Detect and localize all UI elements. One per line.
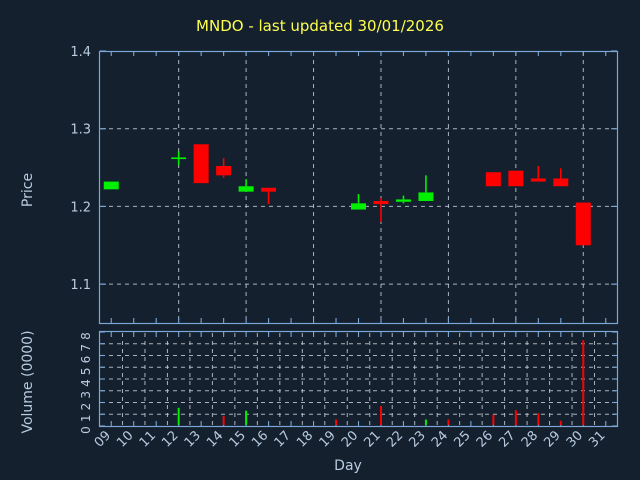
candlestick <box>530 166 546 182</box>
volume-tick-marks <box>100 331 617 427</box>
volume-gridlines <box>101 333 616 425</box>
price-tick-labels: 1.1 1.2 1.3 1.4 <box>70 45 91 293</box>
x-axis-label: Day <box>334 458 362 474</box>
volume-tick-label: 0 <box>79 426 93 434</box>
candlestick <box>103 181 119 190</box>
volume-series <box>177 340 585 425</box>
volume-tick-label: 1 <box>79 414 93 422</box>
candlestick <box>261 187 277 205</box>
volume-tick-label: 6 <box>79 356 93 364</box>
candlestick <box>508 170 524 187</box>
volume-plot-frame <box>98 330 619 428</box>
price-tick-label: 1.2 <box>70 200 91 215</box>
candlestick <box>351 193 366 210</box>
x-tick-labels: 09 10 11 12 13 14 15 16 17 18 19 20 21 22 23 24 25 26 27 28… <box>92 428 609 450</box>
price-tick-label: 1.1 <box>70 278 91 293</box>
candlestick-series <box>103 144 591 246</box>
candlestick <box>395 195 411 204</box>
volume-tick-label: 3 <box>79 391 93 399</box>
volume-tick-label: 7 <box>79 344 93 352</box>
candlestick <box>575 202 591 246</box>
price-tick-label: 1.4 <box>70 45 91 60</box>
candlestick <box>238 179 254 192</box>
candlestick <box>193 144 209 184</box>
volume-axis-label: Volume (0000) <box>20 330 36 433</box>
volume-tick-label: 5 <box>79 367 93 375</box>
volume-tick-label: 2 <box>79 403 93 411</box>
candlestick <box>171 151 187 166</box>
candlestick <box>373 197 389 222</box>
price-tick-marks <box>100 50 617 285</box>
price-tick-label: 1.3 <box>70 123 91 138</box>
candlestick <box>553 168 569 187</box>
chart-title: MNDO - last updated 30/01/2026 <box>196 17 444 35</box>
candlestick <box>485 172 501 187</box>
volume-tick-label: 8 <box>79 332 93 340</box>
volume-tick-label: 4 <box>79 379 93 387</box>
volume-tick-labels: 0 1 2 3 4 5 6 7 8 <box>79 332 93 434</box>
candlestick <box>216 158 232 178</box>
price-axis-label: Price <box>20 173 36 207</box>
candlestick <box>418 175 434 201</box>
